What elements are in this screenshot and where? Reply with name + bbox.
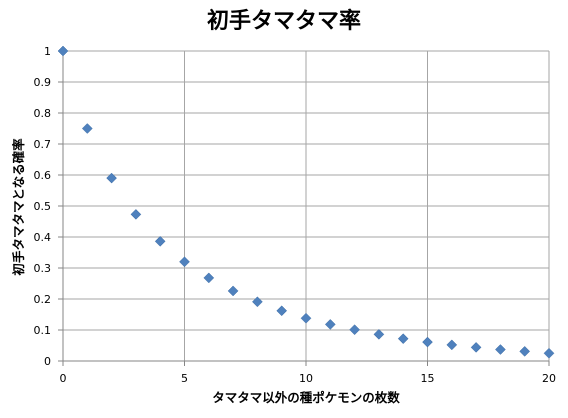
- y-tick-label: 0.3: [34, 262, 52, 275]
- x-tick-label: 0: [60, 372, 67, 385]
- data-points: [57, 45, 555, 359]
- data-point: [203, 272, 215, 284]
- data-point: [324, 319, 336, 330]
- data-point: [227, 285, 239, 297]
- data-point: [130, 209, 142, 220]
- y-tick-label: 0.9: [34, 76, 52, 89]
- data-point: [154, 235, 166, 247]
- data-point: [543, 347, 555, 359]
- data-point: [81, 123, 93, 134]
- y-tick-label: 0.5: [34, 200, 52, 213]
- chart-title: 初手タマタマ率: [207, 8, 361, 34]
- data-point: [252, 296, 263, 308]
- data-point: [519, 346, 531, 357]
- y-tick-label: 0.1: [34, 324, 52, 337]
- data-point: [349, 324, 360, 336]
- y-tick-label: 0.2: [34, 293, 52, 306]
- tick-labels: 00.10.20.30.40.50.60.70.80.910 5 10 15 20: [34, 45, 557, 385]
- data-point: [373, 328, 385, 340]
- data-point: [397, 333, 409, 345]
- data-point: [422, 336, 433, 348]
- data-point: [470, 342, 482, 353]
- x-tick-label: 10: [299, 372, 313, 385]
- y-tick-label: 0.7: [34, 138, 52, 151]
- y-axis-label: 初手タマタマとなる確率: [11, 138, 26, 276]
- x-axis-label: タマタマ以外の種ポケモンの枚数: [212, 390, 400, 405]
- y-tick-label: 0.6: [34, 169, 52, 182]
- data-point: [446, 339, 458, 351]
- grid-lines: [63, 50, 550, 361]
- y-tick-label: 0: [44, 355, 51, 368]
- y-tick-label: 0.8: [34, 107, 52, 120]
- data-point: [106, 172, 117, 184]
- data-point: [300, 312, 312, 324]
- data-point: [276, 305, 288, 317]
- y-tick-label: 0.4: [34, 231, 52, 244]
- data-point: [495, 344, 506, 355]
- x-tick-label: 20: [542, 372, 556, 385]
- data-point: [179, 256, 190, 268]
- data-point: [57, 45, 69, 57]
- x-tick-label: 15: [421, 372, 435, 385]
- y-tick-label: 1: [44, 45, 51, 58]
- x-tick-label: 5: [181, 372, 188, 385]
